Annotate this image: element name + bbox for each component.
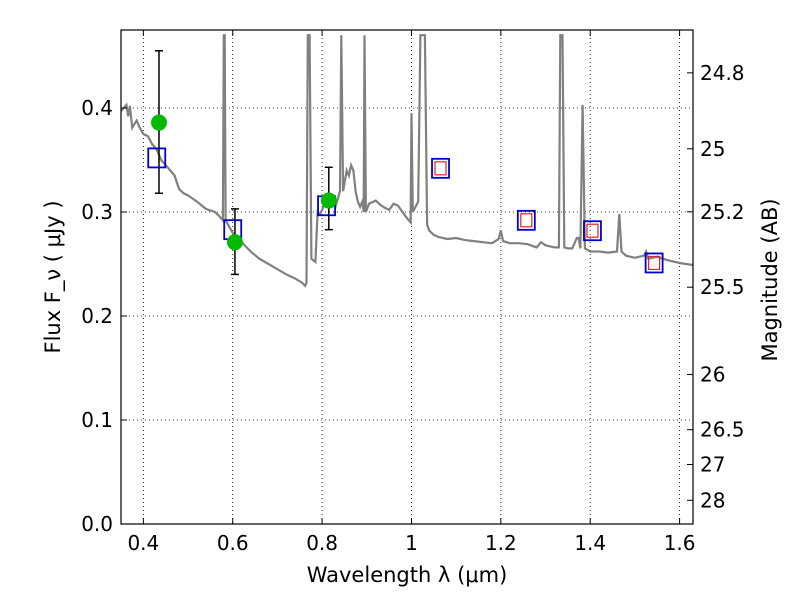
x-tick-label: 0.6: [217, 531, 249, 555]
synthetic-point: [644, 252, 664, 274]
x-tick-label: 1.4: [574, 531, 606, 555]
observed-photometry: [150, 114, 337, 251]
y-tick-label: 0.4: [81, 96, 113, 120]
plot-area: [121, 34, 693, 288]
x-tick-label: 1.2: [485, 531, 517, 555]
y2-tick-label: 24.8: [700, 61, 745, 85]
model-spectrum-line: [121, 34, 693, 288]
y2-tick-label: 28: [700, 488, 725, 512]
y-tick-label: 0.1: [81, 408, 113, 432]
synthetic-point: [583, 220, 602, 242]
observed-point: [226, 234, 243, 251]
y2-tick-label: 26.5: [700, 418, 745, 442]
x-tick-label: 1: [405, 531, 418, 555]
synthetic-photometry: [147, 147, 664, 274]
x-axis-label: Wavelength λ (μm): [307, 563, 508, 587]
observed-point: [150, 114, 167, 131]
y2-tick-label: 25: [700, 137, 725, 161]
observed-point: [320, 192, 337, 209]
y2-tick-label: 26: [700, 363, 725, 387]
y-tick-label: 0.3: [81, 200, 113, 224]
x-axis: 0.4 0.6 0.8 1 1.2 1.4 1.6: [127, 30, 696, 555]
plot-frame: [120, 29, 694, 525]
y2-tick-label: 25.2: [700, 200, 745, 224]
y-tick-label: 0.0: [81, 512, 113, 536]
y-axis: 0.0 0.1 0.2 0.3 0.4: [81, 96, 127, 536]
synthetic-point: [516, 209, 536, 231]
y2-tick-label: 27: [700, 453, 725, 477]
x-tick-label: 1.6: [664, 531, 696, 555]
y-axis-label: Flux F_ν ( μJy ): [41, 200, 66, 353]
synthetic-point: [431, 157, 450, 179]
y2-tick-label: 25.5: [700, 275, 745, 299]
y-tick-label: 0.2: [81, 304, 113, 328]
y2-axis: 24.8 25 25.2 25.5 26 26.5 27 28: [687, 61, 745, 512]
grid: [121, 30, 693, 525]
x-tick-label: 0.8: [306, 531, 338, 555]
synthetic-point: [147, 147, 167, 169]
x-tick-label: 0.4: [127, 531, 159, 555]
y2-axis-label: Magnitude (AB): [758, 198, 782, 361]
